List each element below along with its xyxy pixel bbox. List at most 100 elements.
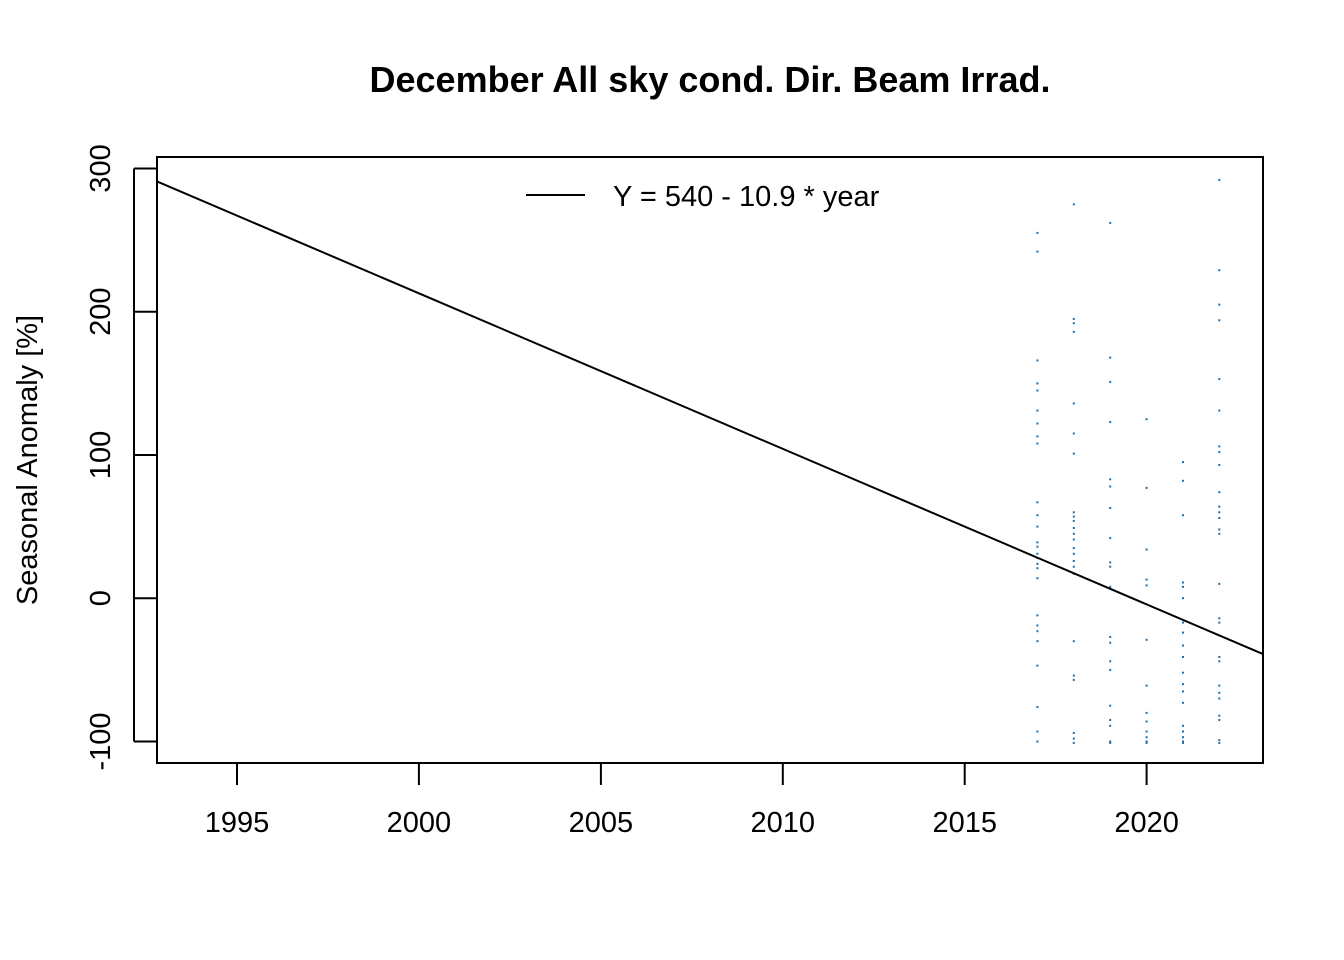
y-tick-label: 300 [85,144,117,192]
data-point [1218,739,1221,742]
data-point [1182,621,1184,624]
data-point [1036,231,1039,234]
data-point [1072,432,1075,435]
data-point [1145,730,1148,733]
data-point [1145,486,1148,489]
data-point [1145,684,1148,687]
data-point [1218,660,1221,663]
data-point [1218,691,1221,694]
y-axis: -100 0 100 200 300 [85,144,157,771]
data-point [1109,221,1112,224]
data-point [1218,621,1221,624]
data-point [1218,697,1221,700]
data-point [1072,402,1075,405]
data-point [1036,422,1039,425]
data-point [1072,678,1075,681]
data-point [1218,451,1221,454]
data-point [1036,567,1039,570]
data-point [1036,664,1039,667]
data-point [1145,741,1148,744]
data-point [1072,317,1075,320]
data-point [1036,359,1039,362]
data-point [1182,671,1184,674]
x-tick-label: 2010 [751,807,816,839]
data-point [1036,552,1039,555]
y-tick-label: 0 [85,590,117,606]
data-point [1109,561,1112,564]
data-point [1036,630,1039,633]
data-point [1145,720,1148,723]
data-point [1182,740,1184,743]
data-point [1218,409,1221,412]
y-tick-label: -100 [85,712,117,770]
data-point [1072,532,1075,535]
data-point [1218,464,1221,466]
data-point [1218,528,1221,531]
chart-title: December All sky cond. Dir. Beam Irrad. [370,59,1051,100]
data-point [1218,319,1221,322]
data-point [1036,541,1039,544]
data-point [1145,418,1148,421]
data-point [1109,356,1112,359]
legend-entry-label: Y = 540 - 10.9 * year [613,181,880,213]
data-point [1182,631,1184,634]
data-point [1036,389,1039,392]
data-point [1072,322,1075,325]
data-point [1109,478,1112,481]
data-point [1218,719,1221,721]
data-point [1036,435,1039,438]
data-point [1072,527,1075,529]
data-point [1072,640,1075,643]
x-tick-label: 2000 [387,807,452,839]
data-point [1109,668,1112,671]
data-point [1036,382,1039,385]
data-point [1182,585,1184,588]
data-point [1182,730,1184,733]
data-point [1109,741,1112,744]
data-point [1182,514,1184,517]
data-point [1036,614,1039,617]
data-point [1182,597,1184,600]
data-point [1182,690,1184,693]
data-point [1109,641,1112,644]
data-point [1072,674,1075,677]
trend-line [156,180,1264,656]
legend: Y = 540 - 10.9 * year [526,181,880,213]
data-point [1072,741,1075,744]
x-tick-label: 2005 [569,807,634,839]
data-point [1109,740,1112,743]
data-point [1182,644,1184,647]
data-point [1145,736,1148,739]
data-point [1072,330,1075,333]
data-point [1072,511,1075,514]
data-point [1182,736,1184,739]
data-point [1182,581,1184,584]
x-tick-label: 2015 [932,807,997,839]
y-axis-label: Seasonal Anomaly [%] [12,315,44,605]
data-point [1072,565,1075,568]
data-point [1145,578,1148,581]
data-point [1145,638,1148,641]
data-point [1145,711,1148,714]
data-point [1218,178,1221,181]
data-point [1109,704,1112,707]
data-point [1218,582,1221,585]
data-point [1109,380,1112,383]
data-point [1218,741,1221,744]
data-point [1036,514,1039,517]
data-point [1182,461,1184,464]
y-tick-label: 100 [85,431,117,479]
data-point [1109,565,1112,568]
data-point [1072,737,1075,740]
data-point [1182,724,1184,727]
data-point [1218,505,1221,508]
data-point [1109,585,1112,588]
data-point [1145,584,1148,587]
data-point [1182,656,1184,658]
data-point [1036,740,1039,743]
data-point [1218,445,1221,448]
data-point [1109,421,1112,423]
data-point [1109,507,1112,509]
data-point [1218,714,1221,717]
data-point [1218,269,1221,272]
